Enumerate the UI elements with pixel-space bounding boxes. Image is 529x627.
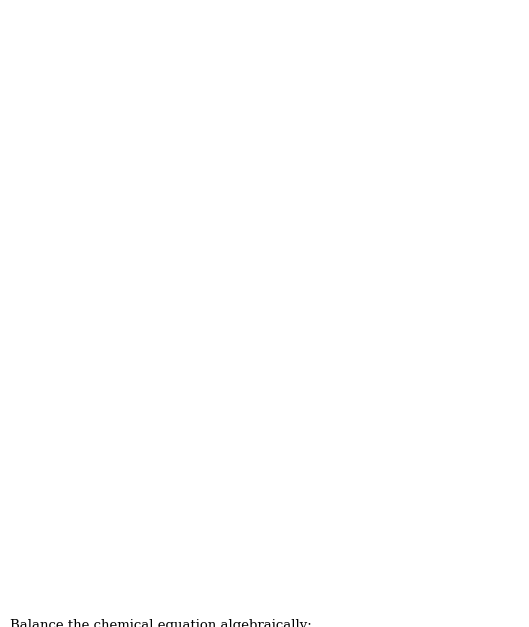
Text: Balance the chemical equation algebraically:: Balance the chemical equation algebraica…	[10, 619, 312, 627]
